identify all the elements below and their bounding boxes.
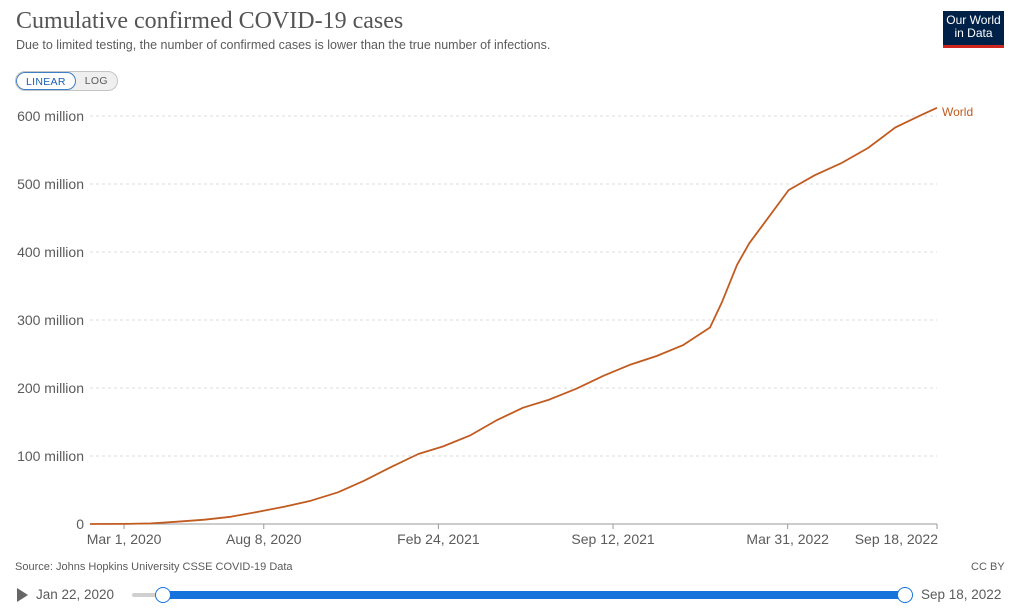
linear-scale-button[interactable]: LINEAR (16, 72, 76, 90)
x-tick-label: Feb 24, 2021 (397, 531, 480, 547)
x-tick-label: Mar 31, 2022 (746, 531, 829, 547)
play-icon[interactable] (17, 588, 28, 602)
timeline-start-label: Jan 22, 2020 (36, 587, 115, 602)
x-tick-label: Mar 1, 2020 (87, 531, 162, 547)
timeline-selected-range[interactable] (163, 591, 905, 599)
chart-subtitle: Due to limited testing, the number of co… (16, 38, 551, 52)
x-tick-label: Sep 18, 2022 (855, 531, 939, 547)
y-tick-label: 200 million (17, 380, 84, 396)
series-line-world (89, 106, 938, 525)
chart-title: Cumulative confirmed COVID-19 cases (16, 8, 404, 34)
logo-line-2: in Data (954, 26, 993, 40)
owid-logo[interactable]: Our World in Data (943, 11, 1004, 48)
logo-accent-bar (943, 45, 1004, 48)
x-tick-label: Aug 8, 2020 (226, 531, 302, 547)
timeline: Jan 22, 2020 Sep 18, 2022 (0, 580, 1013, 610)
y-tick-label: 600 million (17, 108, 84, 124)
timeline-start-handle[interactable] (155, 587, 171, 603)
y-tick-label: 500 million (17, 176, 84, 192)
timeline-end-handle[interactable] (897, 587, 913, 603)
scale-toggle: LINEAR LOG (15, 71, 118, 91)
y-tick-label: 100 million (17, 448, 84, 464)
y-tick-label: 400 million (17, 244, 84, 260)
source-note[interactable]: Source: Johns Hopkins University CSSE CO… (15, 561, 293, 573)
log-scale-button[interactable]: LOG (84, 75, 108, 87)
x-tick-label: Sep 12, 2021 (571, 531, 655, 547)
y-tick-label: 300 million (17, 312, 84, 328)
logo-line-1: Our World (946, 13, 1001, 27)
timeline-end-label: Sep 18, 2022 (921, 587, 1002, 602)
series-label-world: World (942, 105, 973, 119)
line-chart: 0 100 million 200 million 300 million 400 mi… (17, 105, 973, 547)
y-tick-label: 0 (76, 516, 84, 532)
license-link[interactable]: CC BY (971, 561, 1005, 573)
